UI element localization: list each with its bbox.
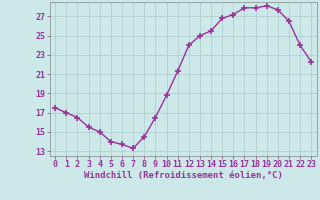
X-axis label: Windchill (Refroidissement éolien,°C): Windchill (Refroidissement éolien,°C) (84, 171, 283, 180)
